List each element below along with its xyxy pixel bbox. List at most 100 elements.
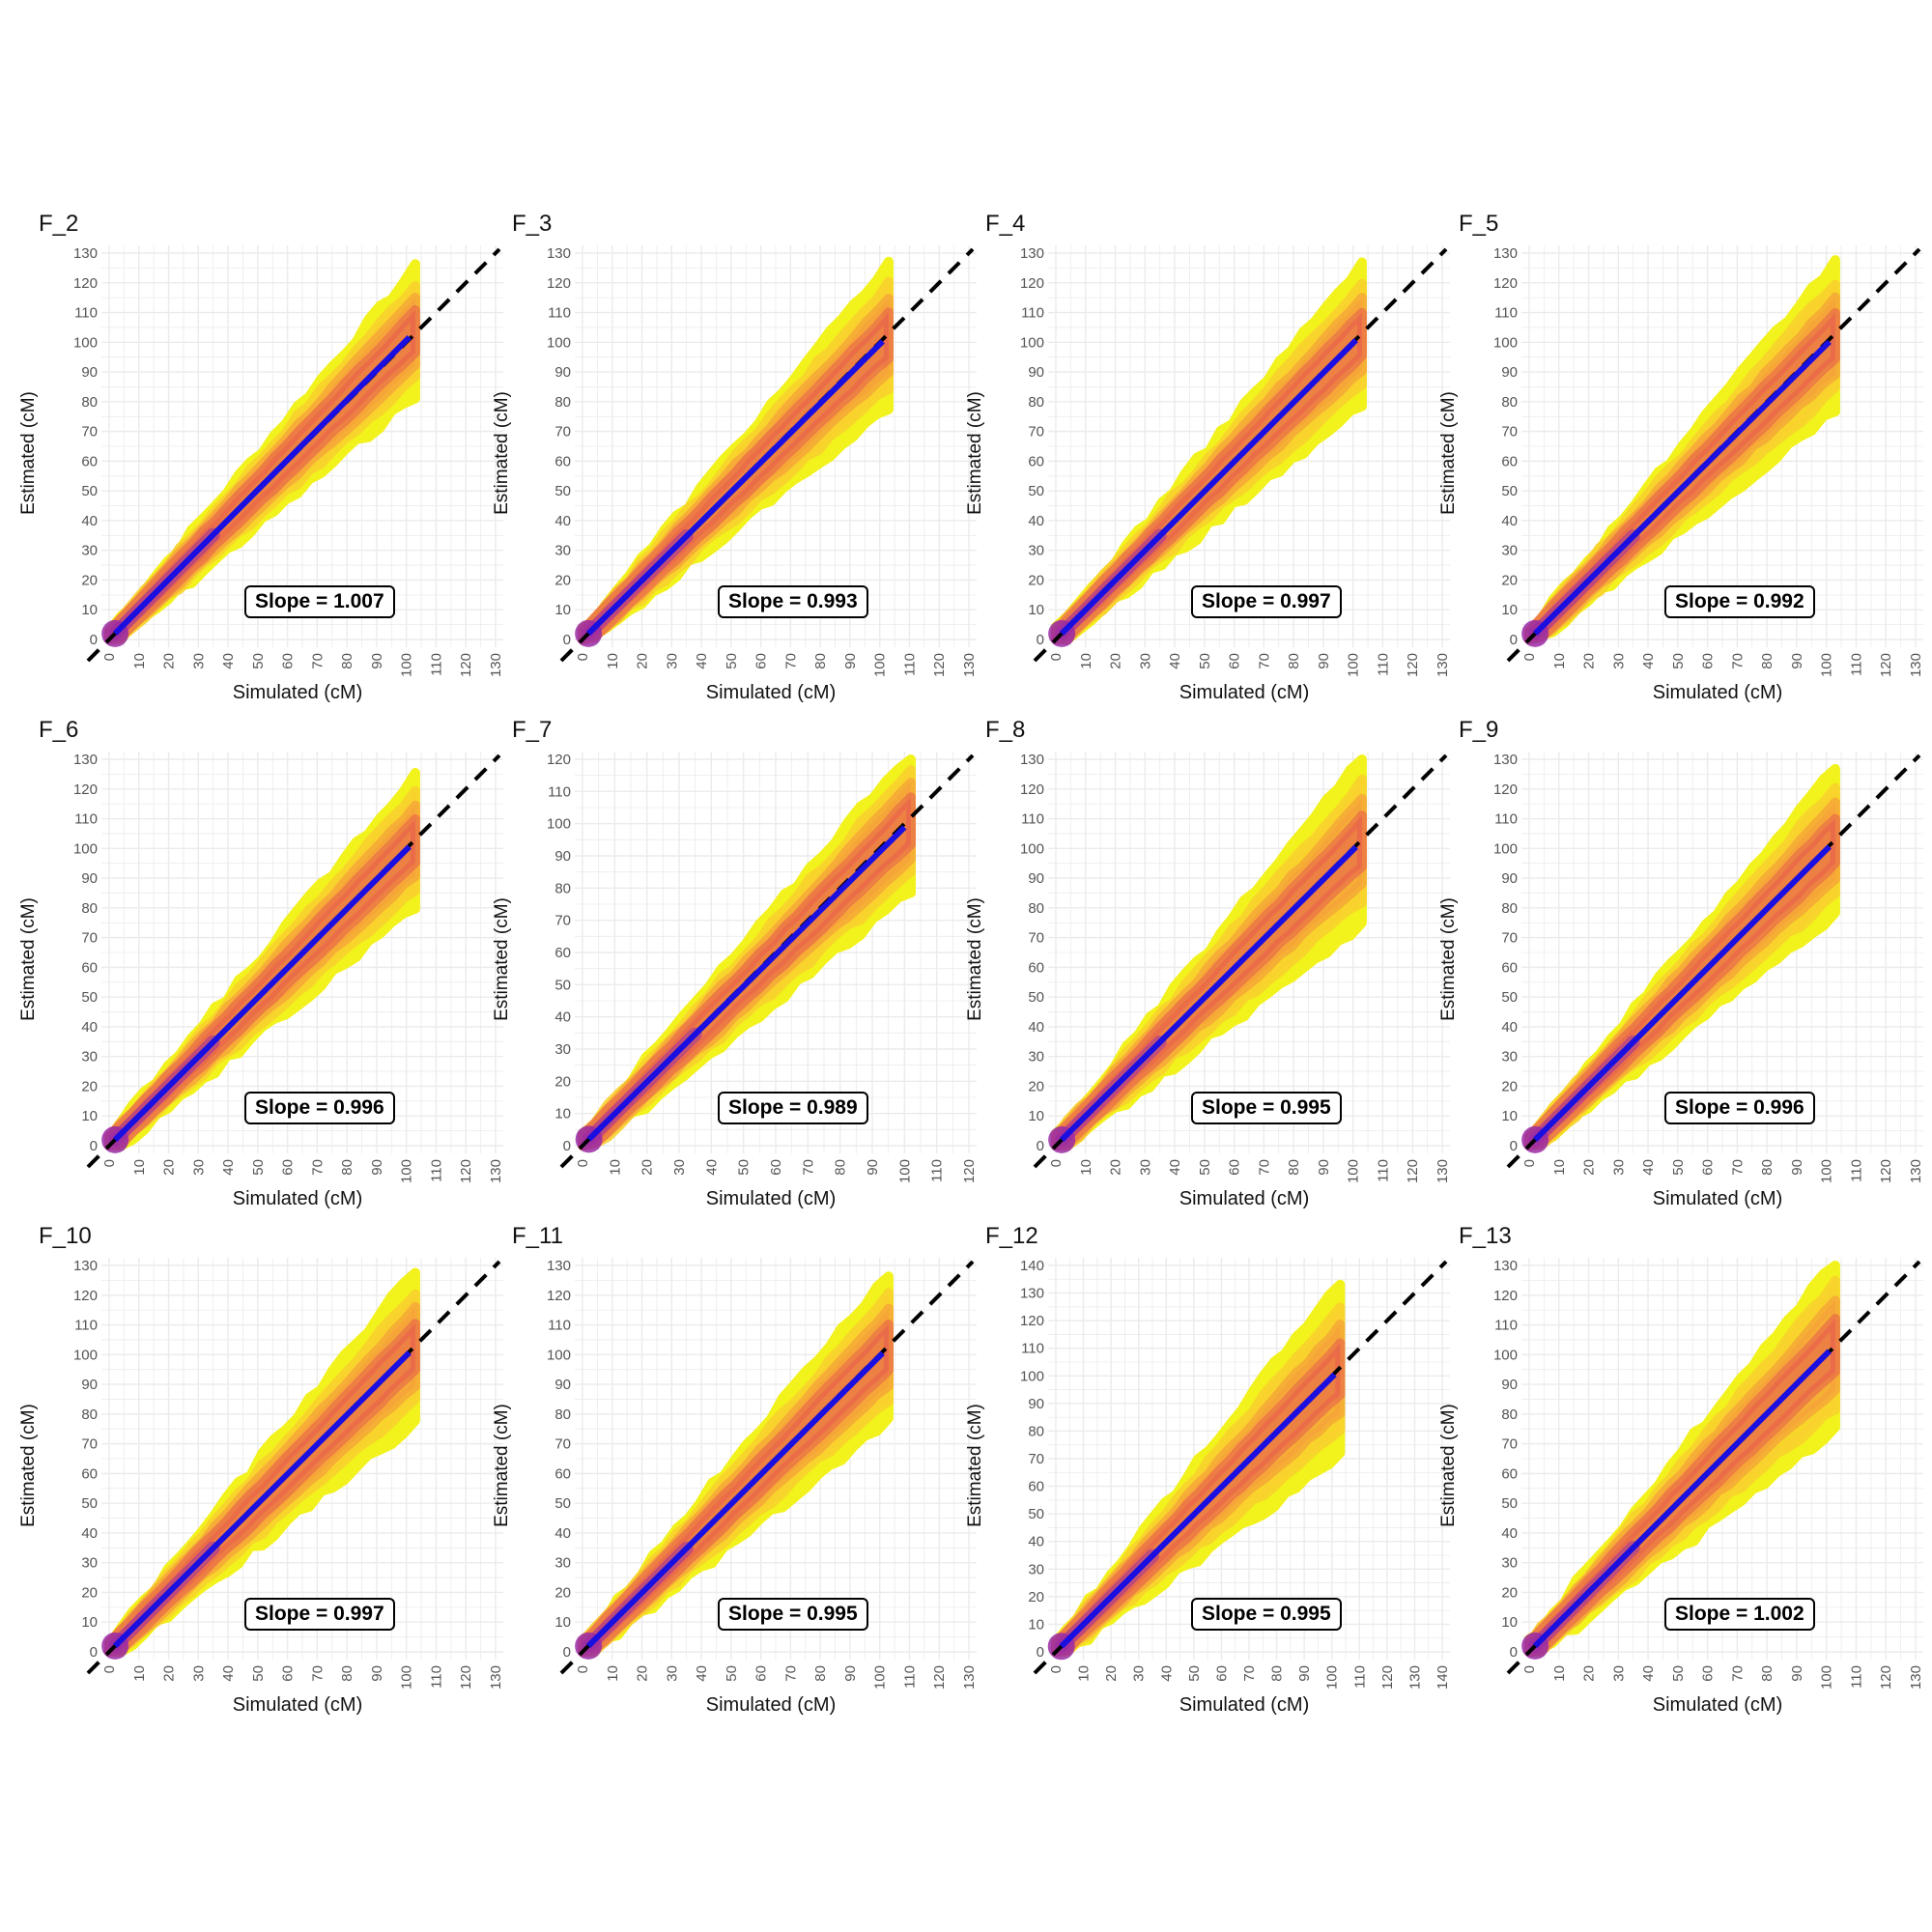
y-tick-label: 10 (81, 602, 98, 618)
x-tick-label: 70 (782, 1665, 799, 1682)
x-tick-label: 50 (1197, 653, 1213, 669)
slope-annotation: Slope = 0.992 (1664, 585, 1815, 618)
x-tick-label: 130 (1406, 1665, 1423, 1690)
x-tick-label: 20 (639, 1159, 656, 1176)
y-tick-label: 30 (554, 1555, 571, 1572)
y-tick-label: 110 (74, 1318, 98, 1334)
x-axis-label: Simulated (cM) (705, 682, 837, 703)
panel-title: F_5 (1459, 211, 1499, 237)
x-tick-label: 110 (428, 653, 444, 676)
x-tick-label: 60 (1213, 1665, 1230, 1682)
y-tick-label: 100 (1493, 1347, 1518, 1363)
panel-title: F_4 (985, 211, 1026, 237)
y-tick-label: 80 (1028, 394, 1044, 411)
panel-title: F_9 (1459, 717, 1499, 743)
y-tick-label: 130 (1020, 1286, 1044, 1302)
y-tick-label: 80 (554, 1406, 571, 1423)
x-axis-label: Simulated (cM) (232, 1694, 363, 1716)
y-tick-label: 80 (1501, 1406, 1518, 1423)
panel-svg: 0 10 20 30 40 50 60 70 80 90 100 110 120 130 0 10 20 30 40… (1493, 1258, 1924, 1690)
y-tick-label: 120 (547, 275, 571, 292)
x-tick-label: 90 (369, 653, 385, 669)
x-tick-label: 130 (1435, 653, 1451, 677)
x-tick-label: 100 (872, 653, 889, 677)
y-tick-label: 120 (73, 781, 98, 798)
x-tick-label: 40 (703, 1159, 720, 1176)
y-tick-label: 30 (1501, 543, 1518, 559)
x-tick-label: 100 (399, 653, 415, 677)
y-tick-label: 130 (1020, 752, 1044, 768)
x-tick-label: 50 (1670, 653, 1687, 669)
x-tick-label: 0 (575, 1665, 591, 1673)
x-tick-label: 130 (1908, 1665, 1924, 1690)
x-tick-label: 100 (1819, 1665, 1835, 1690)
y-tick-label: 40 (554, 1525, 571, 1542)
x-tick-label: 60 (280, 1159, 297, 1176)
x-tick-label: 10 (1078, 653, 1094, 669)
slope-annotation: Slope = 0.995 (718, 1598, 868, 1631)
panel-svg: 0 10 20 30 40 50 60 70 80 90 100 110 120 130 0 10 20 30 40… (547, 1258, 978, 1690)
x-tick-label: 110 (929, 1159, 946, 1182)
y-tick-label: 20 (554, 572, 571, 588)
x-tick-label: 110 (1375, 653, 1391, 676)
x-tick-label: 30 (1131, 1665, 1148, 1682)
y-tick-label: 60 (1501, 959, 1518, 976)
y-tick-label: 0 (563, 1138, 571, 1154)
x-tick-label: 20 (1581, 1665, 1598, 1682)
fit-line (1533, 1349, 1832, 1648)
x-tick-label: 90 (1789, 653, 1805, 669)
y-tick-label: 70 (554, 1436, 571, 1453)
panel-title: F_13 (1459, 1223, 1512, 1249)
y-tick-label: 100 (1493, 840, 1518, 857)
slope-annotation: Slope = 0.997 (244, 1598, 395, 1631)
x-tick-label: 80 (339, 1159, 355, 1176)
x-tick-label: 80 (339, 1665, 355, 1682)
facet-panel: 0 10 20 30 40 50 60 70 80 90 100 110 120 130 0 10 20 30 40… (491, 1223, 978, 1725)
x-tick-label: 50 (250, 1159, 267, 1176)
x-tick-label: 10 (1078, 1159, 1094, 1176)
y-tick-label: 130 (1493, 752, 1518, 768)
y-tick-label: 50 (81, 483, 98, 499)
x-tick-label: 100 (872, 1665, 889, 1690)
x-tick-label: 20 (1108, 1159, 1124, 1176)
y-tick-label: 60 (1028, 1479, 1044, 1495)
x-tick-label: 50 (736, 1159, 753, 1176)
x-tick-label: 30 (190, 1159, 207, 1176)
x-tick-label: 120 (931, 1665, 948, 1690)
slope-annotation: Slope = 0.995 (1191, 1598, 1342, 1631)
y-tick-label: 20 (81, 1078, 98, 1094)
y-tick-label: 20 (554, 1584, 571, 1601)
y-tick-label: 100 (73, 1347, 98, 1363)
y-tick-label: 50 (1028, 1506, 1044, 1522)
y-tick-label: 90 (554, 1377, 571, 1393)
x-tick-label: 20 (635, 653, 651, 669)
x-tick-label: 10 (131, 1159, 148, 1176)
x-tick-label: 60 (768, 1159, 784, 1176)
x-tick-label: 50 (724, 653, 740, 669)
x-tick-label: 10 (1076, 1665, 1093, 1682)
x-axis-label: Simulated (cM) (1652, 1694, 1783, 1716)
y-tick-label: 0 (90, 1138, 98, 1154)
y-tick-label: 50 (554, 483, 571, 499)
panel-title: F_3 (512, 211, 553, 237)
x-tick-label: 30 (1137, 1159, 1153, 1176)
y-tick-label: 60 (554, 945, 571, 961)
y-axis-label: Estimated (cM) (492, 1404, 512, 1527)
y-tick-label: 90 (81, 870, 98, 887)
x-tick-label: 90 (369, 1159, 385, 1176)
x-tick-label: 10 (131, 1665, 148, 1682)
y-tick-label: 110 (1021, 305, 1044, 322)
y-tick-label: 0 (1510, 1138, 1518, 1154)
x-tick-label: 10 (605, 653, 621, 669)
x-tick-label: 120 (458, 1665, 474, 1690)
slope-annotation: Slope = 0.995 (1191, 1092, 1342, 1124)
x-tick-label: 80 (1286, 653, 1302, 669)
y-tick-label: 10 (81, 1614, 98, 1631)
x-tick-label: 110 (428, 1159, 444, 1182)
x-tick-label: 30 (671, 1159, 688, 1176)
x-tick-label: 90 (1789, 1665, 1805, 1682)
y-axis-label: Estimated (cM) (18, 897, 39, 1021)
y-tick-label: 90 (1028, 364, 1044, 381)
slope-annotation: Slope = 1.007 (244, 585, 395, 618)
y-tick-label: 40 (81, 1019, 98, 1036)
